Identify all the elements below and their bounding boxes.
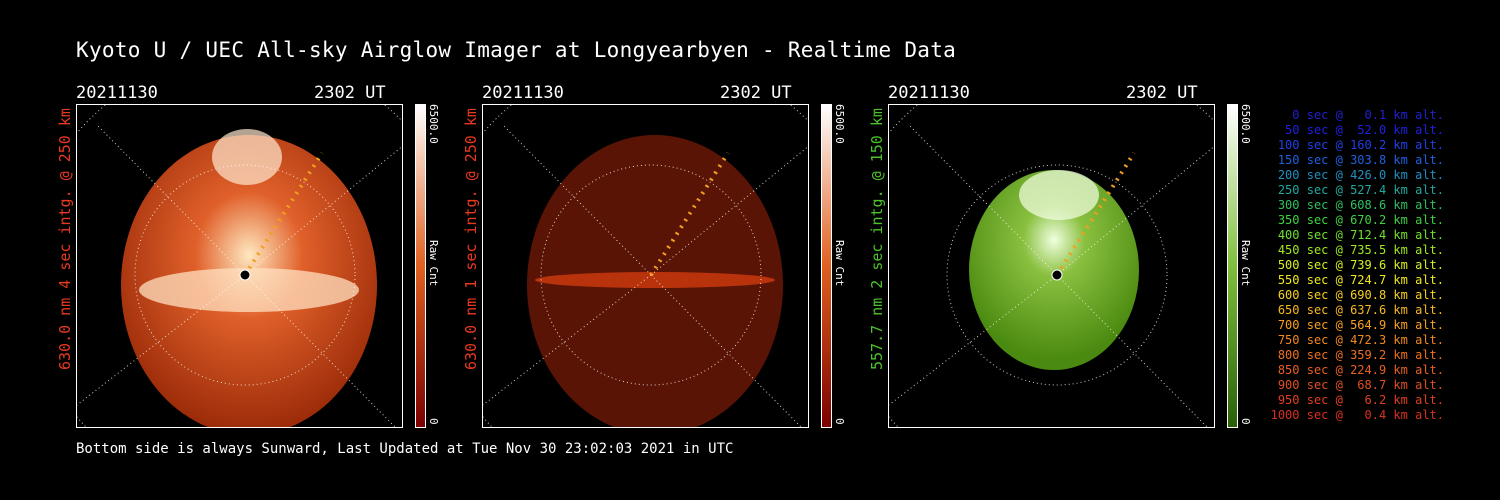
- panel-2-wavelength-label: 630.0 nm 1 sec intg. @ 250 km: [462, 108, 480, 370]
- legend-row: 200 sec @ 426.0 km alt.: [1277, 168, 1444, 182]
- panel-1-allsky-image: [76, 104, 403, 428]
- legend-row: 750 sec @ 472.3 km alt.: [1277, 333, 1444, 347]
- panel-2-aurora-arc: [535, 272, 775, 288]
- legend-row: 350 sec @ 670.2 km alt.: [1277, 213, 1444, 227]
- panel-2-colorbar-min: 0: [833, 418, 846, 425]
- panel-1-wavelength-label: 630.0 nm 4 sec intg. @ 250 km: [56, 108, 74, 370]
- page-title: Kyoto U / UEC All-sky Airglow Imager at …: [76, 38, 957, 62]
- legend-row: 250 sec @ 527.4 km alt.: [1277, 183, 1444, 197]
- panel-1-colorbar: [415, 104, 426, 428]
- legend-row: 650 sec @ 637.6 km alt.: [1277, 303, 1444, 317]
- panel-3-allsky-image: [888, 104, 1215, 428]
- legend-row: 600 sec @ 690.8 km alt.: [1277, 288, 1444, 302]
- panel-1-colorbar-min: 0: [427, 418, 440, 425]
- legend-row: 850 sec @ 224.9 km alt.: [1277, 363, 1444, 377]
- legend-row: 500 sec @ 739.6 km alt.: [1277, 258, 1444, 272]
- panel-2-allsky-image: [482, 104, 809, 428]
- panel-1-aurora-arc: [139, 268, 359, 312]
- legend-row: 400 sec @ 712.4 km alt.: [1277, 228, 1444, 242]
- panel-3-colorbar: [1227, 104, 1238, 428]
- legend-row: 100 sec @ 160.2 km alt.: [1277, 138, 1444, 152]
- panel-3-bright-patch: [1019, 170, 1099, 220]
- panel-2-date: 20211130: [482, 83, 564, 103]
- legend-row: 1000 sec @ 0.4 km alt.: [1270, 408, 1444, 422]
- legend-row: 450 sec @ 735.5 km alt.: [1277, 243, 1444, 257]
- panel-1-time: 2302 UT: [314, 83, 386, 103]
- panel-2-time: 2302 UT: [720, 83, 792, 103]
- panel-1-colorbar-unit: Raw Cnt: [427, 240, 440, 287]
- legend-row: 800 sec @ 359.2 km alt.: [1277, 348, 1444, 362]
- panel-1-colorbar-max: 6500.0: [427, 104, 440, 144]
- trajectory-legend: 0 sec @ 0.1 km alt. 50 sec @ 52.0 km alt.…: [1244, 108, 1444, 423]
- panel-2-image-canvas: [483, 105, 808, 427]
- legend-row: 700 sec @ 564.9 km alt.: [1277, 318, 1444, 332]
- legend-row: 550 sec @ 724.7 km alt.: [1277, 273, 1444, 287]
- panel-3-date: 20211130: [888, 83, 970, 103]
- panel-2-colorbar: [821, 104, 832, 428]
- legend-row: 900 sec @ 68.7 km alt.: [1277, 378, 1444, 392]
- panel-2-colorbar-max: 6500.0: [833, 104, 846, 144]
- panel-1-bright-patch: [212, 129, 282, 185]
- panel-3-time: 2302 UT: [1126, 83, 1198, 103]
- panel-3-image-canvas: [889, 105, 1214, 427]
- legend-row: 150 sec @ 303.8 km alt.: [1277, 153, 1444, 167]
- footer-note: Bottom side is always Sunward, Last Upda…: [76, 441, 734, 457]
- panel-2-colorbar-unit: Raw Cnt: [833, 240, 846, 287]
- panel-1-date: 20211130: [76, 83, 158, 103]
- legend-row: 50 sec @ 52.0 km alt.: [1285, 123, 1444, 137]
- legend-row: 950 sec @ 6.2 km alt.: [1277, 393, 1444, 407]
- panel-3-sky-disk: [969, 170, 1139, 370]
- panel-3-wavelength-label: 557.7 nm 2 sec intg. @ 150 km: [868, 108, 886, 370]
- legend-row: 0 sec @ 0.1 km alt.: [1292, 108, 1444, 122]
- panel-1-image-canvas: [77, 105, 402, 427]
- legend-row: 300 sec @ 608.6 km alt.: [1277, 198, 1444, 212]
